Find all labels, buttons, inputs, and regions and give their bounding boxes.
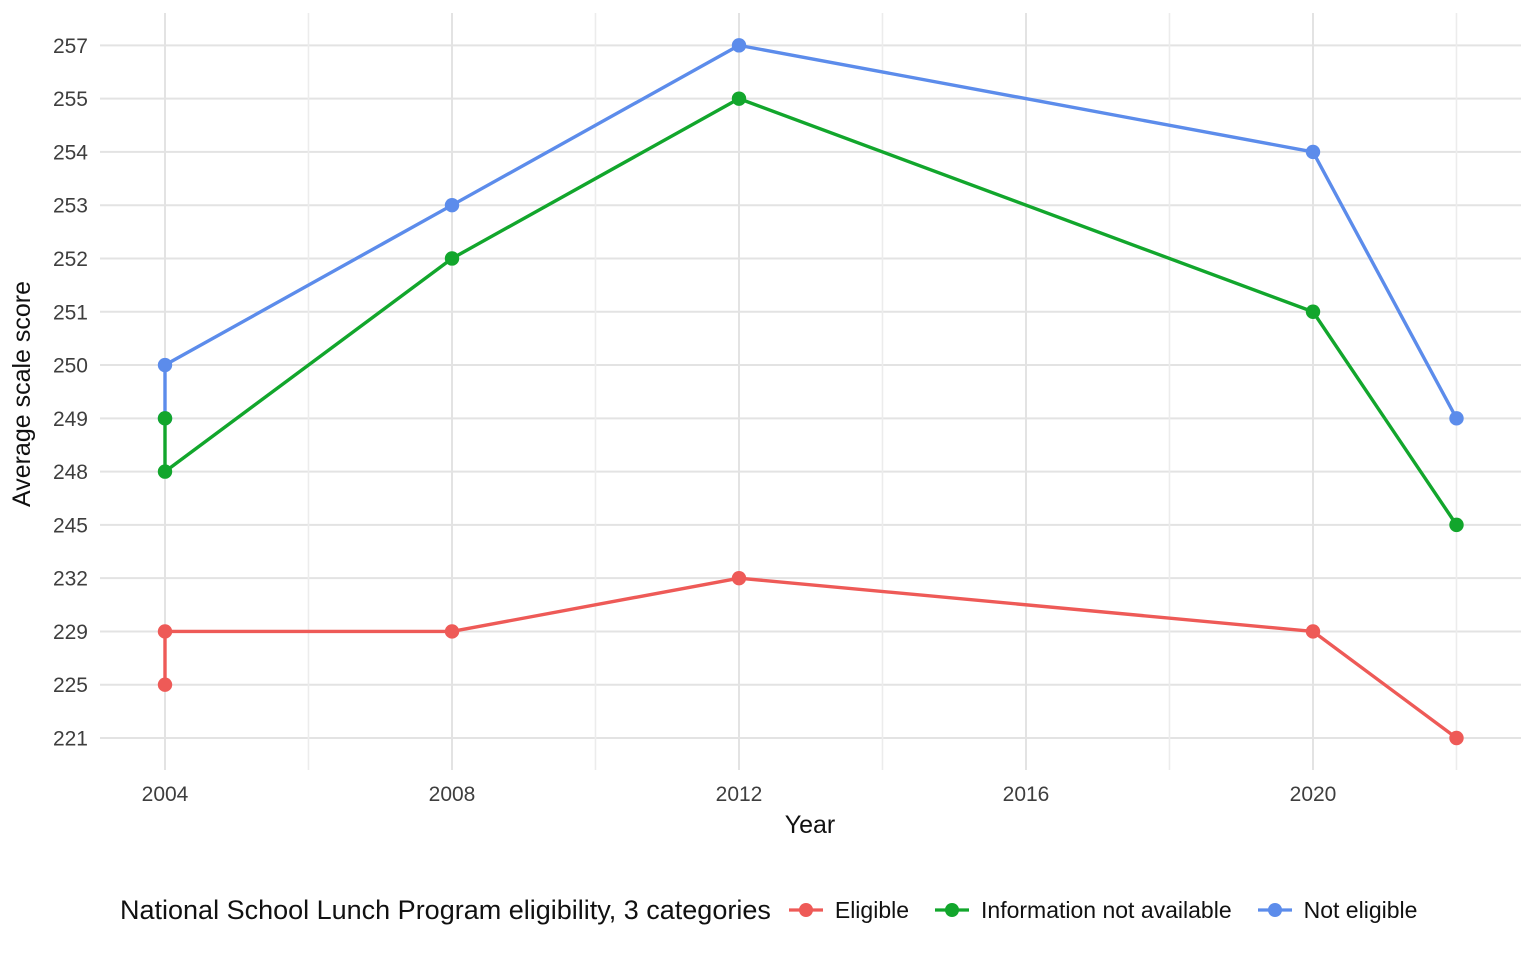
- legend: National School Lunch Program eligibilit…: [0, 884, 1536, 936]
- legend-title: National School Lunch Program eligibilit…: [120, 894, 771, 925]
- data-point-not-eligible: [1305, 144, 1321, 160]
- data-point-information-not-available: [731, 91, 747, 106]
- y-axis-tick-label: 245: [53, 514, 88, 537]
- x-axis-tick-label: 2008: [429, 783, 476, 806]
- legend-key-icon: [1257, 903, 1292, 917]
- y-axis-tick-label: 232: [53, 568, 88, 591]
- x-axis-tick-label: 2020: [1290, 783, 1337, 806]
- y-axis-tick-label: 225: [53, 674, 88, 697]
- legend-item-not-eligible: Not eligible: [1257, 896, 1418, 924]
- legend-item-eligible: Eligible: [788, 896, 910, 924]
- y-axis-tick-label: 253: [53, 195, 88, 218]
- legend-item-label: Not eligible: [1303, 896, 1418, 923]
- series-line-information-not-available: [163, 96, 1458, 526]
- legend-key-icon: [788, 903, 823, 917]
- data-point-eligible: [731, 570, 747, 586]
- y-axis-tick-label: 229: [53, 621, 88, 644]
- legend-items: Eligible Information not available Not eli…: [788, 896, 1418, 924]
- data-point-information-not-available: [1305, 304, 1321, 319]
- data-point-eligible: [444, 624, 460, 639]
- y-axis-tick-label: 255: [53, 88, 88, 111]
- x-axis-tick-label: 2004: [142, 783, 189, 806]
- y-axis-tick-label: 249: [53, 408, 88, 431]
- data-point-not-eligible: [444, 198, 460, 213]
- y-axis-tick-label: 257: [53, 35, 88, 58]
- series-line-not-eligible: [163, 43, 1458, 420]
- legend-item-information-not-available: Information not available: [935, 897, 1232, 924]
- data-point-eligible: [1449, 730, 1464, 746]
- x-axis-tick-label: 2012: [716, 783, 763, 806]
- x-axis-tick-label: 2016: [1003, 783, 1050, 806]
- x-axis-title: Year: [785, 811, 836, 839]
- data-point-information-not-available: [157, 464, 173, 479]
- y-axis-title: Average scale score: [8, 281, 36, 507]
- legend-item-label: Eligible: [834, 896, 910, 923]
- data-point-eligible: [157, 677, 173, 692]
- y-axis-tick-label: 250: [53, 355, 88, 378]
- y-axis-tick-label: 251: [53, 301, 88, 324]
- data-point-information-not-available: [1449, 517, 1464, 533]
- series-line-eligible: [163, 576, 1458, 740]
- legend-key-icon: [935, 903, 970, 917]
- y-axis-tick-label: 221: [53, 728, 88, 751]
- y-axis-tick-label: 254: [53, 141, 88, 164]
- data-point-information-not-available: [444, 251, 460, 266]
- data-point-not-eligible: [731, 38, 747, 53]
- y-axis-tick-label: 252: [53, 248, 88, 271]
- data-point-not-eligible: [1449, 411, 1464, 426]
- data-point-eligible: [1305, 624, 1321, 639]
- y-axis-tick-label: 248: [53, 461, 88, 484]
- legend-item-label: Information not available: [981, 896, 1232, 923]
- data-point-information-not-available: [157, 411, 173, 426]
- data-point-eligible: [157, 624, 173, 639]
- data-point-not-eligible: [157, 357, 173, 373]
